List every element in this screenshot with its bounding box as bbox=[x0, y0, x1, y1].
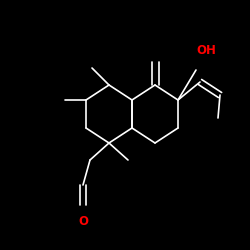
Text: OH: OH bbox=[196, 44, 216, 57]
Text: O: O bbox=[78, 215, 88, 228]
